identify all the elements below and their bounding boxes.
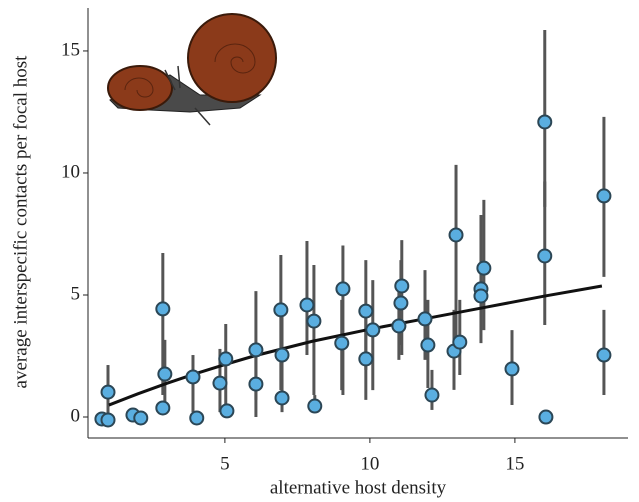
point	[473, 288, 489, 304]
point	[155, 400, 171, 416]
point	[274, 390, 290, 406]
y-tick-label: 15	[61, 39, 80, 60]
point	[596, 188, 612, 204]
point	[394, 278, 410, 294]
point	[248, 342, 264, 358]
point	[393, 295, 409, 311]
point	[100, 412, 116, 428]
shell-spiral	[214, 43, 256, 74]
y-axis-label: average interspecific contacts per focal…	[10, 55, 31, 389]
point	[248, 376, 264, 392]
x-axis-label: alternative host density	[270, 477, 447, 498]
point	[417, 311, 433, 327]
point	[476, 260, 492, 276]
x-tick-label: 5	[220, 453, 230, 474]
point	[219, 403, 235, 419]
point	[218, 351, 234, 367]
point	[335, 281, 351, 297]
point	[391, 318, 407, 334]
point	[307, 398, 323, 414]
snail-illustration	[107, 13, 277, 126]
point	[100, 384, 116, 400]
x-tick-label: 15	[505, 453, 524, 474]
point	[596, 347, 612, 363]
point	[538, 409, 554, 425]
point	[155, 301, 171, 317]
point	[273, 302, 289, 318]
shell-spiral	[124, 77, 154, 98]
point	[452, 334, 468, 350]
point	[365, 322, 381, 338]
point	[334, 335, 350, 351]
x-tick-label: 10	[360, 453, 379, 474]
snail-shell	[187, 13, 277, 103]
point	[448, 227, 464, 243]
y-tick-label: 10	[61, 161, 80, 182]
point	[212, 375, 228, 391]
point	[504, 361, 520, 377]
point	[133, 410, 149, 426]
point	[420, 337, 436, 353]
point	[306, 313, 322, 329]
point	[537, 248, 553, 264]
point	[274, 347, 290, 363]
point	[157, 366, 173, 382]
y-tick-label: 5	[71, 283, 81, 304]
point	[189, 410, 205, 426]
point	[358, 303, 374, 319]
snail-shell	[107, 65, 173, 111]
point	[185, 369, 201, 385]
y-tick-label: 0	[71, 405, 81, 426]
snail-tentacle	[164, 65, 211, 126]
fit-line	[108, 284, 603, 407]
point	[299, 297, 315, 313]
point	[358, 351, 374, 367]
point	[537, 114, 553, 130]
point	[424, 387, 440, 403]
